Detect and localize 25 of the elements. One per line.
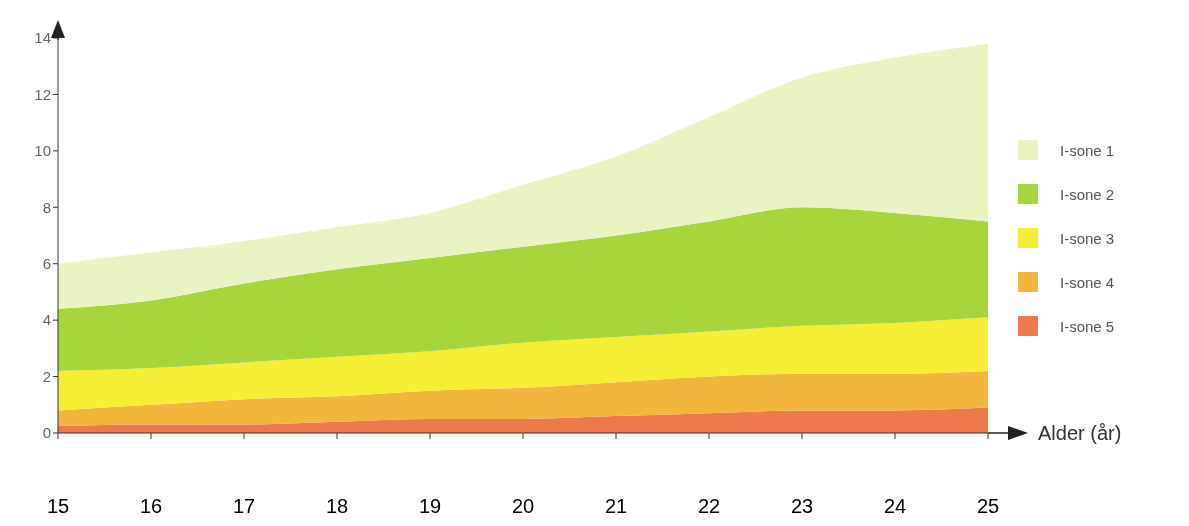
y-tick-label: 2 xyxy=(42,367,51,385)
legend-label: I-sone 5 xyxy=(1060,317,1115,335)
y-tick-label: 8 xyxy=(42,198,51,216)
x-tick-label: 18 xyxy=(325,495,349,518)
legend-label: I-sone 1 xyxy=(1060,141,1115,159)
x-tick-label: 20 xyxy=(511,495,535,518)
x-tick-label: 19 xyxy=(418,495,442,518)
x-tick-label: 23 xyxy=(790,495,814,518)
x-tick-label: 16 xyxy=(139,495,163,518)
legend-label: I-sone 3 xyxy=(1060,229,1115,247)
x-tick-label: 17 xyxy=(232,495,256,518)
y-tick-label: 6 xyxy=(42,255,51,273)
y-tick-label: 14 xyxy=(34,29,51,47)
x-tick-label: 21 xyxy=(604,495,628,518)
x-axis-title: Alder (år) xyxy=(1038,422,1122,444)
x-tick-label: 22 xyxy=(697,495,721,518)
y-tick-label: 12 xyxy=(34,85,51,103)
y-tick-label: 0 xyxy=(42,424,51,442)
x-tick-label: 15 xyxy=(46,495,70,518)
y-tick-label: 10 xyxy=(34,142,51,160)
legend-label: I-sone 4 xyxy=(1060,273,1115,291)
x-tick-label: 25 xyxy=(976,495,1000,518)
legend-label: I-sone 2 xyxy=(1060,185,1115,203)
x-tick-label: 24 xyxy=(883,495,907,518)
y-tick-label: 4 xyxy=(42,311,51,329)
